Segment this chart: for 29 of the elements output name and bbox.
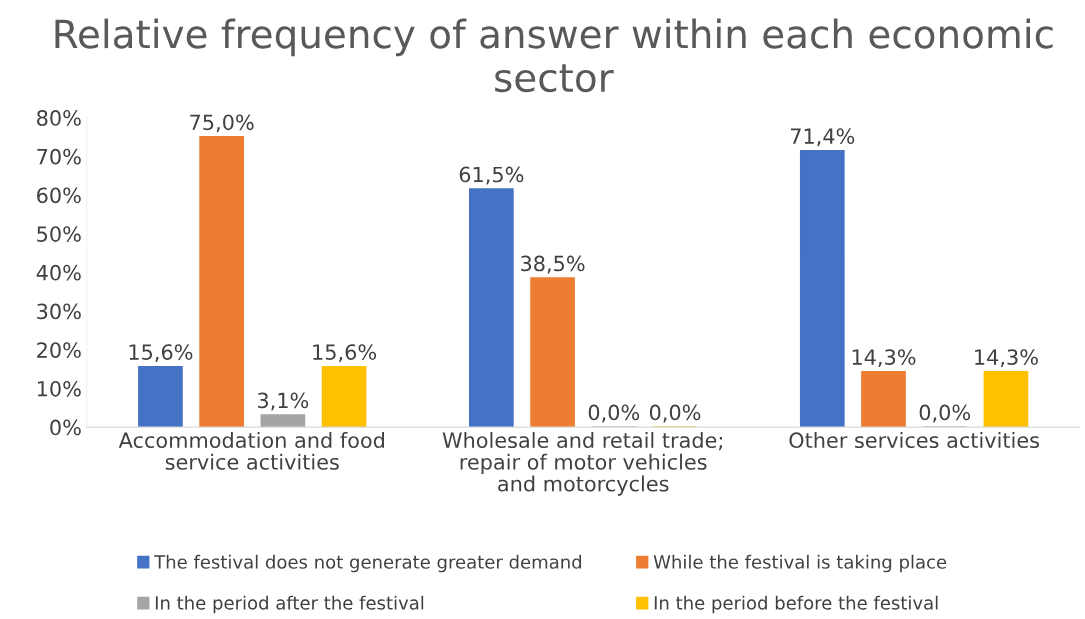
legend-label: While the festival is taking place [653, 554, 947, 573]
data-label: 71,4% [790, 128, 855, 147]
chart-title: Relative frequency of answer within each economic sector [55, 18, 1053, 93]
legend-label: The festival does not generate greater demand [154, 554, 582, 573]
y-tick-label: 70% [37, 148, 81, 165]
y-tick-label: 80% [37, 110, 81, 126]
data-label: 0,0% [649, 404, 701, 423]
y-tick-label: 50% [37, 226, 81, 242]
y-tick-label: 0% [50, 419, 81, 436]
x-tick-label: Other services activities [789, 431, 1039, 449]
data-label: 38,5% [521, 255, 585, 274]
data-label: 15,6% [129, 344, 193, 363]
y-tick-label: 10% [37, 380, 81, 397]
y-tick-label: 20% [37, 342, 81, 358]
legend-label: In the period before the festival [654, 595, 938, 614]
y-tick-label: 60% [37, 187, 81, 204]
x-tick-label: Accommodation and food service activities [118, 431, 384, 470]
data-label: 0,0% [588, 404, 640, 423]
data-label: 0,0% [919, 404, 971, 423]
legend-label: In the period after the festival [155, 595, 424, 614]
data-label: 14,3% [852, 349, 916, 368]
data-label: 14,3% [975, 349, 1038, 368]
y-tick-label: 40% [36, 264, 81, 281]
x-tick-label: Wholesale and retail trade; repair of motor vehicles and motorcycles [442, 431, 722, 496]
data-label: 75,0% [190, 114, 254, 133]
y-tick-label: 30% [37, 303, 81, 320]
data-label: 15,6% [313, 344, 377, 363]
data-label: 61,5% [459, 166, 524, 185]
data-label: 3,1% [258, 392, 309, 411]
